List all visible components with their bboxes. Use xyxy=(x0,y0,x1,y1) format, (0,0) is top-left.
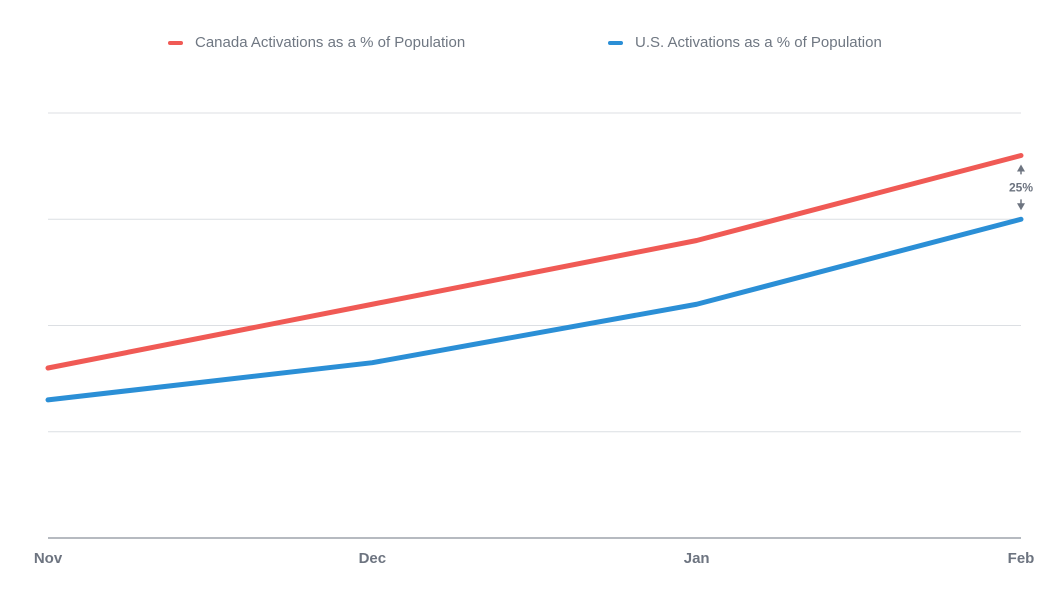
legend-swatch-us xyxy=(608,40,623,45)
gridlines xyxy=(48,112,1021,433)
legend-item-canada: Canada Activations as a % of Population xyxy=(168,34,465,51)
x-tick-label: Jan xyxy=(684,550,710,567)
series-line-us xyxy=(45,216,1024,403)
series-line-canada xyxy=(45,153,1024,371)
annotation-arrowhead-up xyxy=(1017,164,1025,172)
annotation-arrowhead-down xyxy=(1017,203,1025,211)
x-tick-label: Feb xyxy=(1008,550,1035,567)
legend-label-us: U.S. Activations as a % of Population xyxy=(635,34,882,51)
legend-label-canada: Canada Activations as a % of Population xyxy=(195,34,466,51)
annotation: 25% xyxy=(1009,164,1033,211)
legend-item-us: U.S. Activations as a % of Population xyxy=(608,34,882,51)
annotation-label: 25% xyxy=(1009,180,1033,194)
legend: Canada Activations as a % of Population … xyxy=(0,34,1050,56)
x-tick-label: Nov xyxy=(34,550,63,567)
x-axis: Nov Dec Jan Feb xyxy=(34,537,1035,567)
legend-swatch-canada xyxy=(168,40,183,45)
series-lines xyxy=(45,153,1024,403)
x-tick-label: Dec xyxy=(359,550,387,567)
